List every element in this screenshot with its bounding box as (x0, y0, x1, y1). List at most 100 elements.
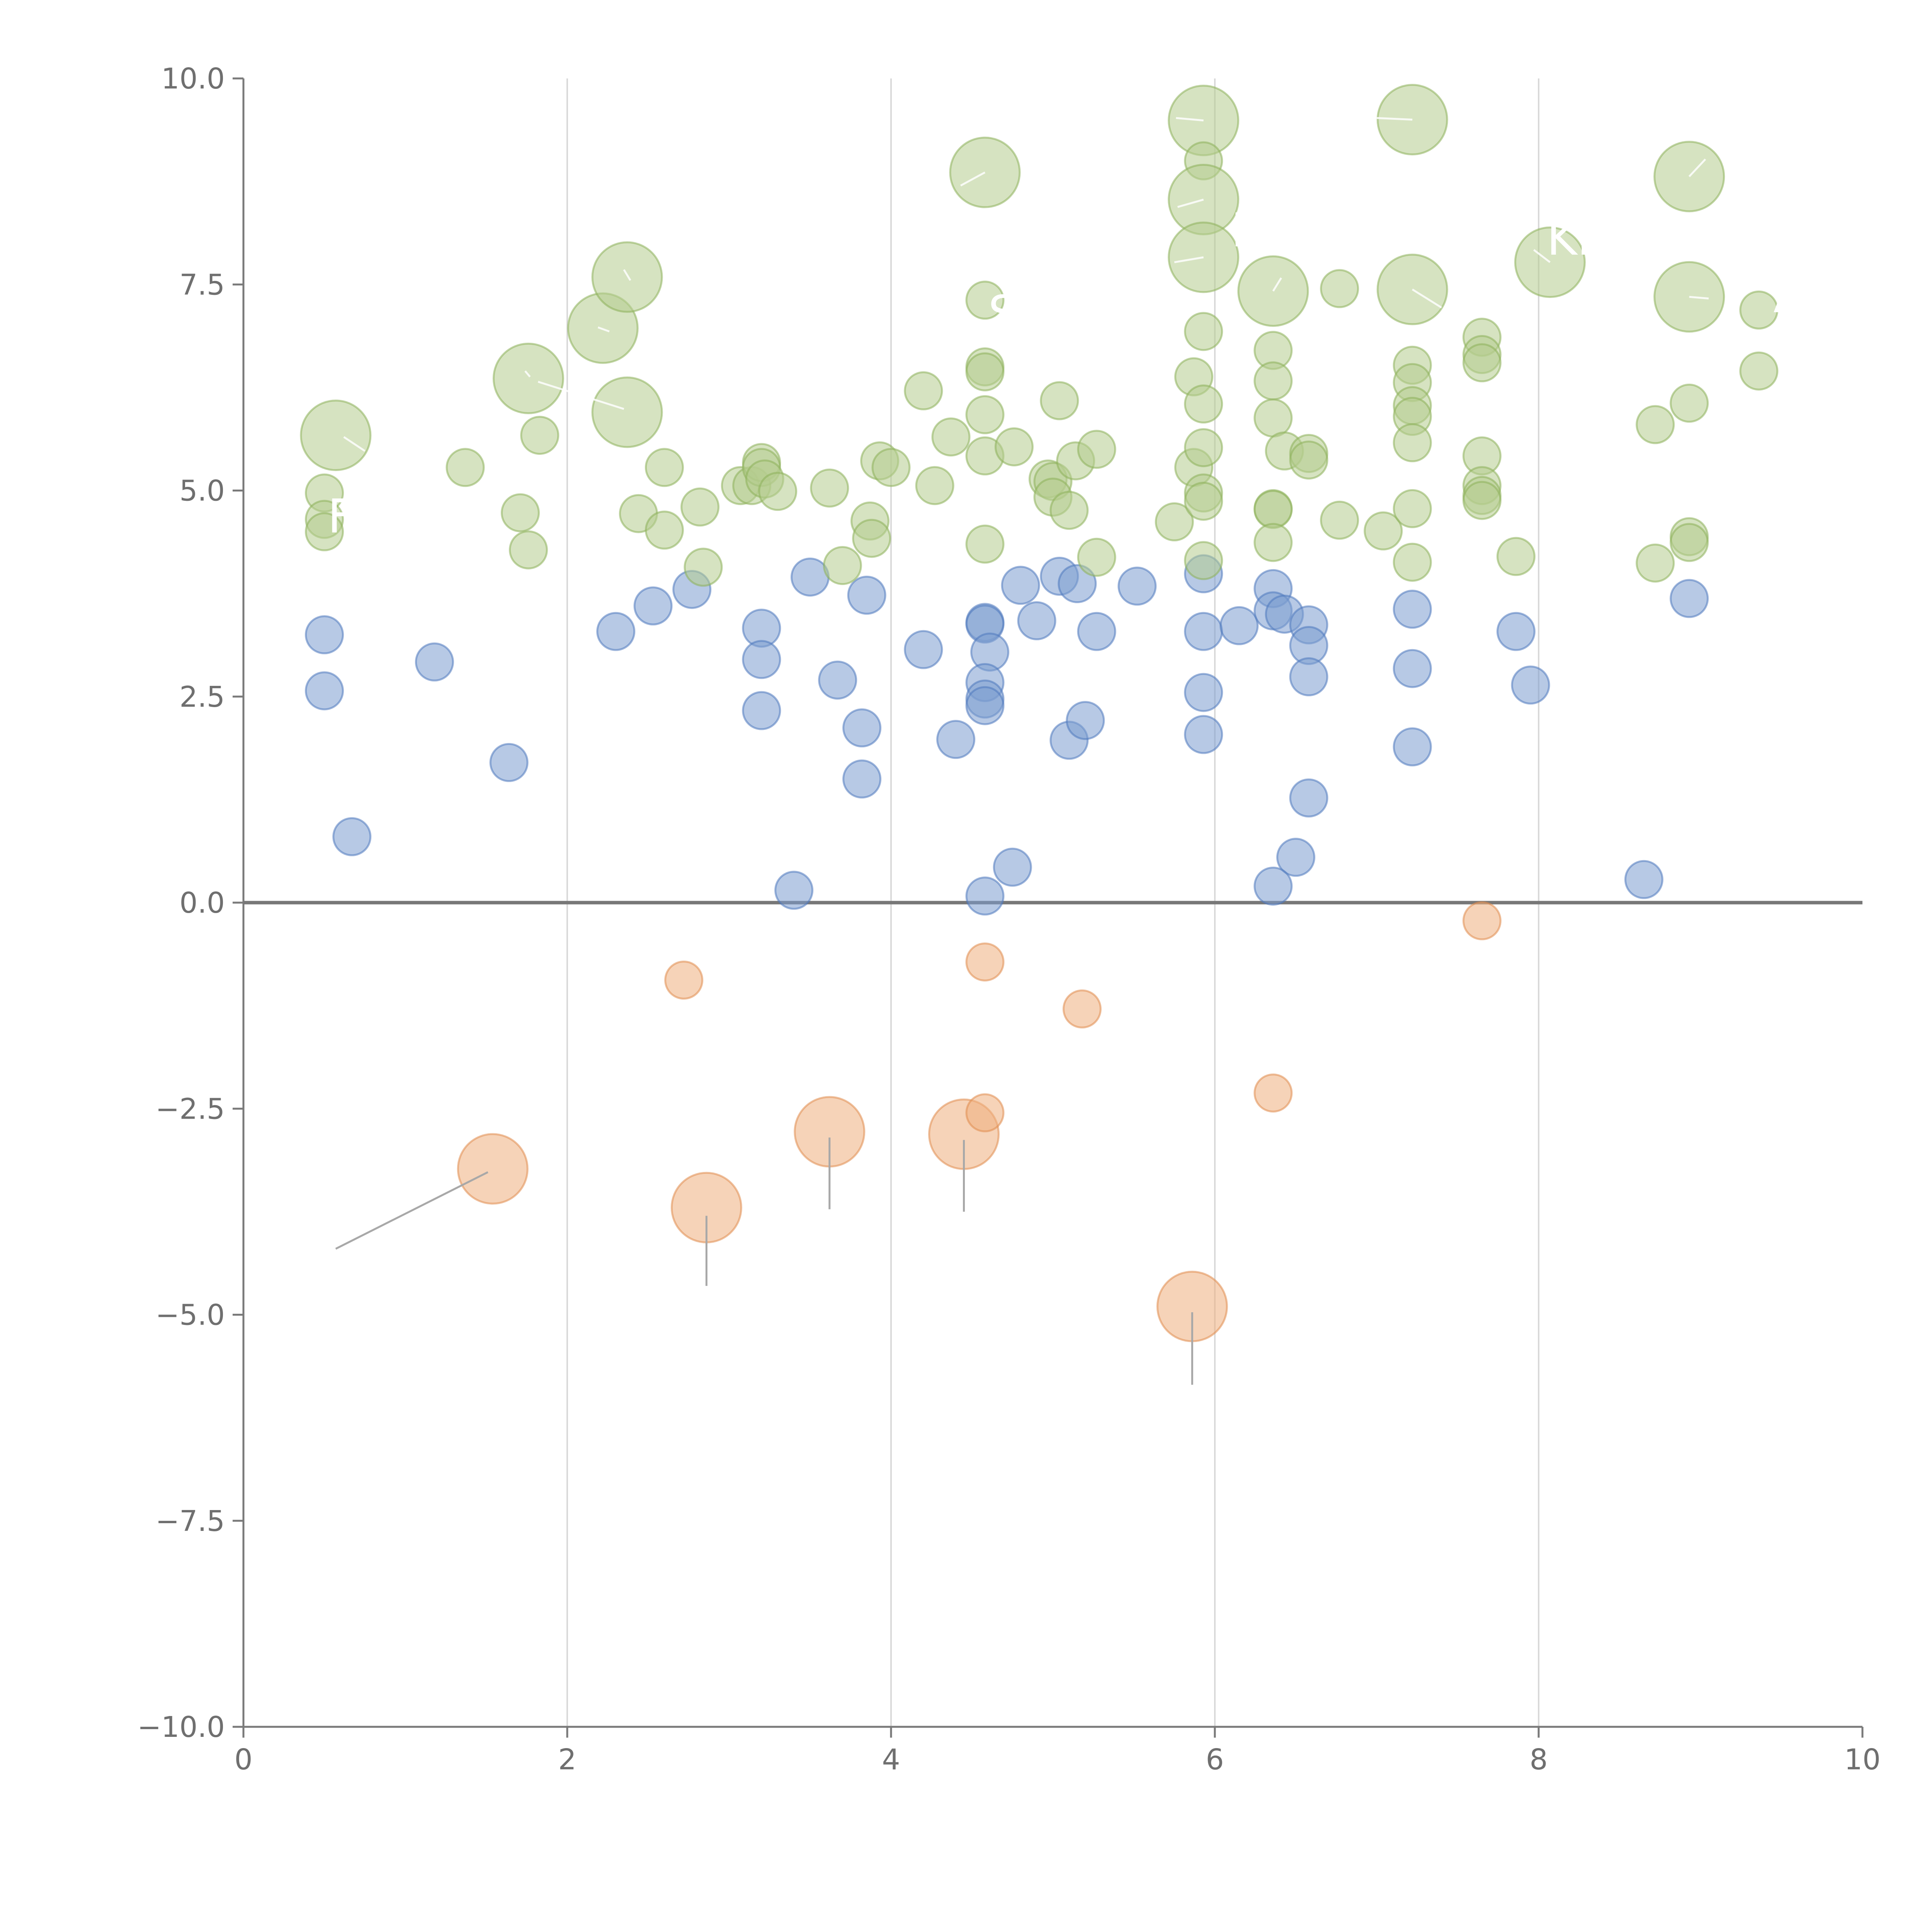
blue-bubble (1058, 564, 1097, 604)
blue-bubble (904, 630, 943, 669)
green-bubble (645, 510, 684, 550)
orange-bubble (1462, 901, 1502, 940)
annotation-leader-line (1376, 117, 1413, 121)
green-bubble (1077, 537, 1116, 577)
y-tick-label: 2.5 (179, 680, 225, 714)
annotation-labels: F Il KE A S (328, 204, 1805, 544)
annotation-leader-line (1176, 117, 1204, 122)
x-tick-label: 0 (234, 1743, 252, 1776)
green-bubble (1739, 351, 1779, 391)
blue-bubble (596, 612, 636, 651)
blue-bubble (415, 642, 454, 682)
annotation-leader-line (1177, 199, 1204, 208)
green-bubble (492, 342, 564, 414)
blue-bubble (1289, 657, 1328, 697)
green-bubble (591, 376, 663, 448)
annotation-label: KE (1547, 212, 1607, 266)
blue-bubble (842, 708, 882, 748)
green-bubble (1636, 405, 1675, 444)
x-tick-label: 10 (1844, 1743, 1881, 1776)
orange-bubble (1062, 989, 1102, 1029)
green-bubble (1320, 500, 1359, 540)
green-bubble (965, 524, 1005, 564)
blue-bubble (1001, 566, 1040, 605)
green-bubble (1636, 543, 1675, 583)
blue-bubble (1184, 715, 1223, 754)
orange-bubble (1253, 1073, 1293, 1113)
blue-bubble (1670, 579, 1709, 618)
blue-bubble (1066, 701, 1105, 740)
blue-bubble (1511, 665, 1550, 705)
annotation-leader-line (537, 381, 624, 410)
green-bubble (1289, 440, 1328, 480)
blue-bubble (1184, 673, 1223, 712)
blue-bubble (1624, 860, 1663, 899)
annotation-leader-line (1272, 277, 1282, 292)
annotation-leader-line (1174, 256, 1204, 264)
blue-bubble (1276, 838, 1315, 877)
blue-bubble (1184, 612, 1223, 651)
green-bubble (1155, 502, 1194, 542)
green-bubble (1462, 343, 1502, 383)
x-tick-label: 2 (558, 1743, 576, 1776)
green-bubble (758, 472, 798, 511)
annotation-leader-line (623, 269, 631, 281)
green-bubble (300, 400, 372, 471)
annotation-label: F (328, 490, 354, 544)
green-bubble (1184, 481, 1223, 521)
green-bubble (1049, 491, 1089, 530)
annotation-leader-line (335, 1171, 488, 1250)
green-bubble (1253, 523, 1293, 562)
y-tick-label: 5.0 (179, 474, 225, 508)
green-bubble (1670, 523, 1709, 562)
blue-bubble (936, 720, 976, 759)
green-bubble (904, 371, 943, 410)
green-bubble (591, 241, 663, 313)
y-tick-label: 0.0 (179, 886, 225, 920)
blue-bubble (1393, 649, 1432, 688)
green-bubble (915, 466, 954, 505)
x-tick-label: 4 (882, 1743, 900, 1776)
blue-bubble (305, 615, 344, 655)
green-bubble (810, 468, 849, 508)
green-bubble (645, 448, 684, 487)
annotation-leader-line (1412, 288, 1442, 309)
green-bubble (1364, 511, 1403, 551)
y-tick-label: 7.5 (179, 268, 225, 301)
green-bubble (509, 530, 548, 570)
annotation-leader-lines (335, 117, 1709, 1385)
y-tick-label: −5.0 (155, 1299, 225, 1332)
green-bubble (1653, 141, 1725, 213)
orange-bubble (965, 1093, 1005, 1133)
blue-bubble (742, 691, 781, 730)
y-tick-label: −7.5 (155, 1505, 225, 1538)
blue-bubble (993, 847, 1032, 887)
blue-bubble (965, 876, 1005, 916)
blue-bubble (742, 640, 781, 679)
orange-bubble (664, 961, 704, 1000)
blue-bubble (1117, 566, 1157, 606)
green-bubble (1253, 398, 1293, 438)
green-bubble (1253, 490, 1293, 529)
green-bubble (1393, 423, 1432, 463)
green-bubble (823, 546, 862, 585)
blue-bubble (1219, 606, 1259, 645)
green-bubble (1393, 489, 1432, 528)
blue-bubble (1077, 612, 1116, 651)
green-bubble (446, 448, 485, 487)
green-bubble (1040, 381, 1079, 420)
green-bubble (871, 448, 911, 487)
axes: 10.0 7.5 5.0 2.5 0.0 −2.5 −5.0 −7.5 −10.0 0 2 4 6 8 10 (137, 62, 1881, 1776)
green-bubble (1077, 430, 1116, 469)
green-bubble (1393, 543, 1432, 582)
green-bubble (994, 427, 1034, 466)
blue-bubble (1253, 866, 1293, 906)
annotation-label: Il (1231, 204, 1258, 258)
green-bubble (931, 417, 971, 457)
green-bubble (520, 416, 560, 455)
annotation-leader-line (1689, 296, 1709, 300)
green-bubble (1496, 537, 1536, 576)
blue-bubble (1017, 601, 1056, 641)
blue-bubble (818, 660, 857, 700)
